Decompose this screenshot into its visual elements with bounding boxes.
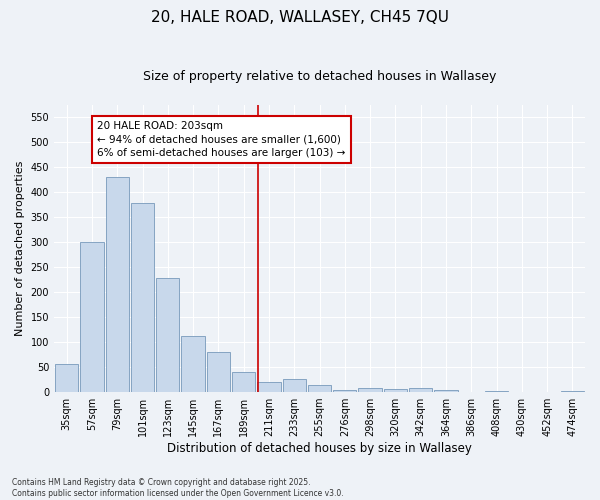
Bar — [308, 384, 331, 392]
Bar — [156, 278, 179, 392]
Text: Contains HM Land Registry data © Crown copyright and database right 2025.
Contai: Contains HM Land Registry data © Crown c… — [12, 478, 344, 498]
Bar — [485, 390, 508, 392]
Bar — [232, 372, 256, 392]
Bar — [384, 389, 407, 392]
Bar — [409, 388, 432, 392]
Bar — [333, 390, 356, 392]
Y-axis label: Number of detached properties: Number of detached properties — [15, 161, 25, 336]
Bar — [283, 378, 306, 392]
X-axis label: Distribution of detached houses by size in Wallasey: Distribution of detached houses by size … — [167, 442, 472, 455]
Title: Size of property relative to detached houses in Wallasey: Size of property relative to detached ho… — [143, 70, 496, 83]
Bar — [561, 391, 584, 392]
Bar — [207, 352, 230, 392]
Bar — [358, 388, 382, 392]
Bar — [257, 382, 281, 392]
Bar — [181, 336, 205, 392]
Bar — [55, 364, 79, 392]
Bar — [131, 204, 154, 392]
Text: 20 HALE ROAD: 203sqm
← 94% of detached houses are smaller (1,600)
6% of semi-det: 20 HALE ROAD: 203sqm ← 94% of detached h… — [97, 122, 346, 158]
Bar — [434, 390, 458, 392]
Text: 20, HALE ROAD, WALLASEY, CH45 7QU: 20, HALE ROAD, WALLASEY, CH45 7QU — [151, 10, 449, 25]
Bar — [106, 178, 129, 392]
Bar — [80, 242, 104, 392]
